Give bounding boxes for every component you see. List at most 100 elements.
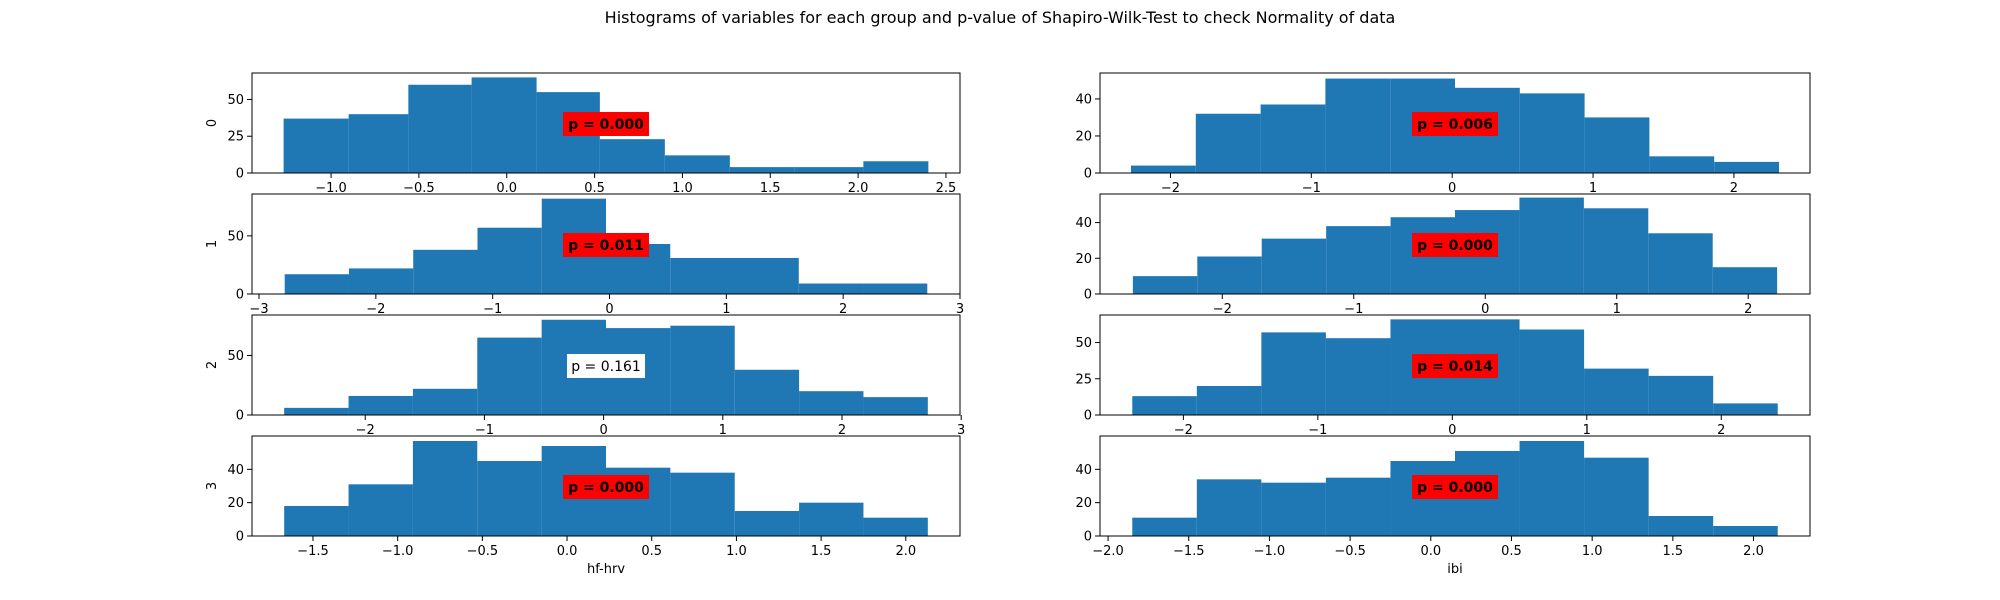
panel-1-hf-hrv: −3 −2 −1 0 1 2 3 0 50 1 p = 0.011 (205, 193, 964, 317)
y-tick-label: 25 (1075, 372, 1092, 387)
y-tick-label: 0 (236, 530, 244, 545)
histogram-bar (1260, 104, 1326, 173)
pvalue-box (567, 354, 645, 378)
histogram-bar (348, 114, 409, 173)
histogram-bar (408, 84, 472, 173)
panel-0-hf-hrv: −1.0 −0.5 0.0 0.5 1.0 1.5 2.0 2.5 0 25 50 0 p = 0.00… (205, 72, 961, 196)
histogram-bar (1196, 386, 1262, 415)
histogram-bar (670, 257, 735, 294)
x-tick-label: −1 (1302, 181, 1321, 196)
x-tick-label: 2.0 (1743, 544, 1764, 559)
histogram-bar (1261, 332, 1326, 415)
y-tick-label: 0 (1084, 530, 1092, 545)
x-tick-label: −1.0 (1254, 544, 1286, 559)
pvalue-label: p = 0.000 (1417, 480, 1493, 496)
y-axis-label: 0 (205, 119, 220, 127)
x-tick-label: 2.5 (936, 181, 957, 196)
histogram-bar (284, 407, 349, 415)
pvalue-label: p = 0.000 (568, 117, 644, 133)
histogram-bar (1584, 117, 1650, 173)
x-tick-label: 2 (1717, 423, 1725, 438)
x-tick-label: −2 (366, 302, 385, 317)
x-tick-label: −1 (1344, 302, 1363, 317)
x-tick-label: 0.5 (641, 544, 662, 559)
y-axis-label: 1 (205, 240, 220, 248)
histogram-bar (863, 397, 928, 415)
x-tick-label: 1.0 (726, 544, 747, 559)
pvalue-label: p = 0.000 (568, 480, 644, 496)
histogram-bar (1648, 375, 1714, 415)
histogram-bar (1132, 276, 1198, 294)
histogram-bar (1584, 457, 1649, 536)
x-tick-label: 0 (1481, 302, 1489, 317)
y-axis-label: 3 (205, 482, 220, 490)
x-tick-label: 2 (838, 423, 846, 438)
histogram-bar (1519, 93, 1585, 173)
histogram-bar (1648, 233, 1713, 294)
y-tick-label: 0 (236, 409, 244, 424)
y-tick-label: 50 (227, 349, 244, 364)
y-tick-label: 40 (1075, 216, 1092, 231)
x-tick-label: 1 (719, 423, 727, 438)
x-tick-label: −0.5 (1334, 544, 1366, 559)
x-tick-label: 3 (957, 423, 965, 438)
histogram-bar (729, 167, 795, 173)
histogram-bar (1519, 197, 1584, 294)
pvalue-box (563, 112, 649, 136)
histogram-bar (863, 283, 928, 294)
x-axis-label: ibi (1447, 562, 1462, 577)
x-tick-label: 1 (1613, 302, 1621, 317)
x-axis-label: hf-hrv (587, 562, 625, 577)
histogram-bar (1132, 517, 1197, 536)
x-tick-label: −0.5 (467, 544, 499, 559)
histogram-bar (734, 511, 800, 536)
histogram-bar (471, 77, 537, 173)
histogram-bar (283, 118, 349, 173)
histogram-bar (1325, 477, 1391, 536)
y-tick-label: 25 (227, 130, 244, 145)
pvalue-label: p = 0.000 (1417, 238, 1493, 254)
x-tick-label: 0.5 (584, 181, 605, 196)
y-tick-label: 20 (227, 496, 244, 511)
x-tick-label: 0 (605, 302, 613, 317)
pvalue-label: p = 0.161 (571, 359, 641, 375)
histogram-bar (1325, 338, 1391, 415)
y-tick-label: 0 (236, 288, 244, 303)
x-tick-label: 2 (1744, 302, 1752, 317)
histogram-bar (1196, 479, 1262, 536)
x-tick-label: 1.5 (760, 181, 781, 196)
y-tick-label: 0 (236, 167, 244, 182)
x-tick-label: 1 (1583, 423, 1591, 438)
axes-frame (251, 193, 961, 295)
figure-title: Histograms of variables for each group a… (605, 8, 1396, 27)
pvalue-label: p = 0.014 (1417, 359, 1493, 375)
panel-2-hf-hrv: −2 −1 0 1 2 3 0 50 2 p = 0.161 (205, 314, 965, 438)
y-tick-label: 0 (1084, 409, 1092, 424)
histogram-bar (477, 227, 542, 294)
histogram-bar (477, 337, 542, 415)
histogram-bar (1519, 441, 1585, 536)
histogram-bar (798, 283, 864, 294)
histogram-bar (664, 155, 730, 173)
x-tick-label: 1.5 (1662, 544, 1683, 559)
histogram-bar (1261, 238, 1327, 294)
x-tick-label: 1.0 (672, 181, 693, 196)
histogram-bar (1713, 526, 1778, 536)
histogram-bar (599, 139, 665, 173)
y-tick-label: 20 (1075, 496, 1092, 511)
x-tick-label: −1 (483, 302, 502, 317)
x-tick-label: 0 (1448, 423, 1456, 438)
histogram-bar (1712, 267, 1778, 294)
x-tick-label: −0.5 (403, 181, 435, 196)
histogram-bar (1713, 403, 1778, 415)
x-tick-label: 3 (956, 302, 964, 317)
histogram-bar (799, 391, 864, 415)
x-tick-label: 2 (839, 302, 847, 317)
histogram-bar (799, 502, 864, 536)
histogram-bar (412, 441, 478, 536)
y-tick-label: 40 (1075, 92, 1092, 107)
histogram-bar (1325, 78, 1391, 173)
y-tick-label: 50 (1075, 336, 1092, 351)
